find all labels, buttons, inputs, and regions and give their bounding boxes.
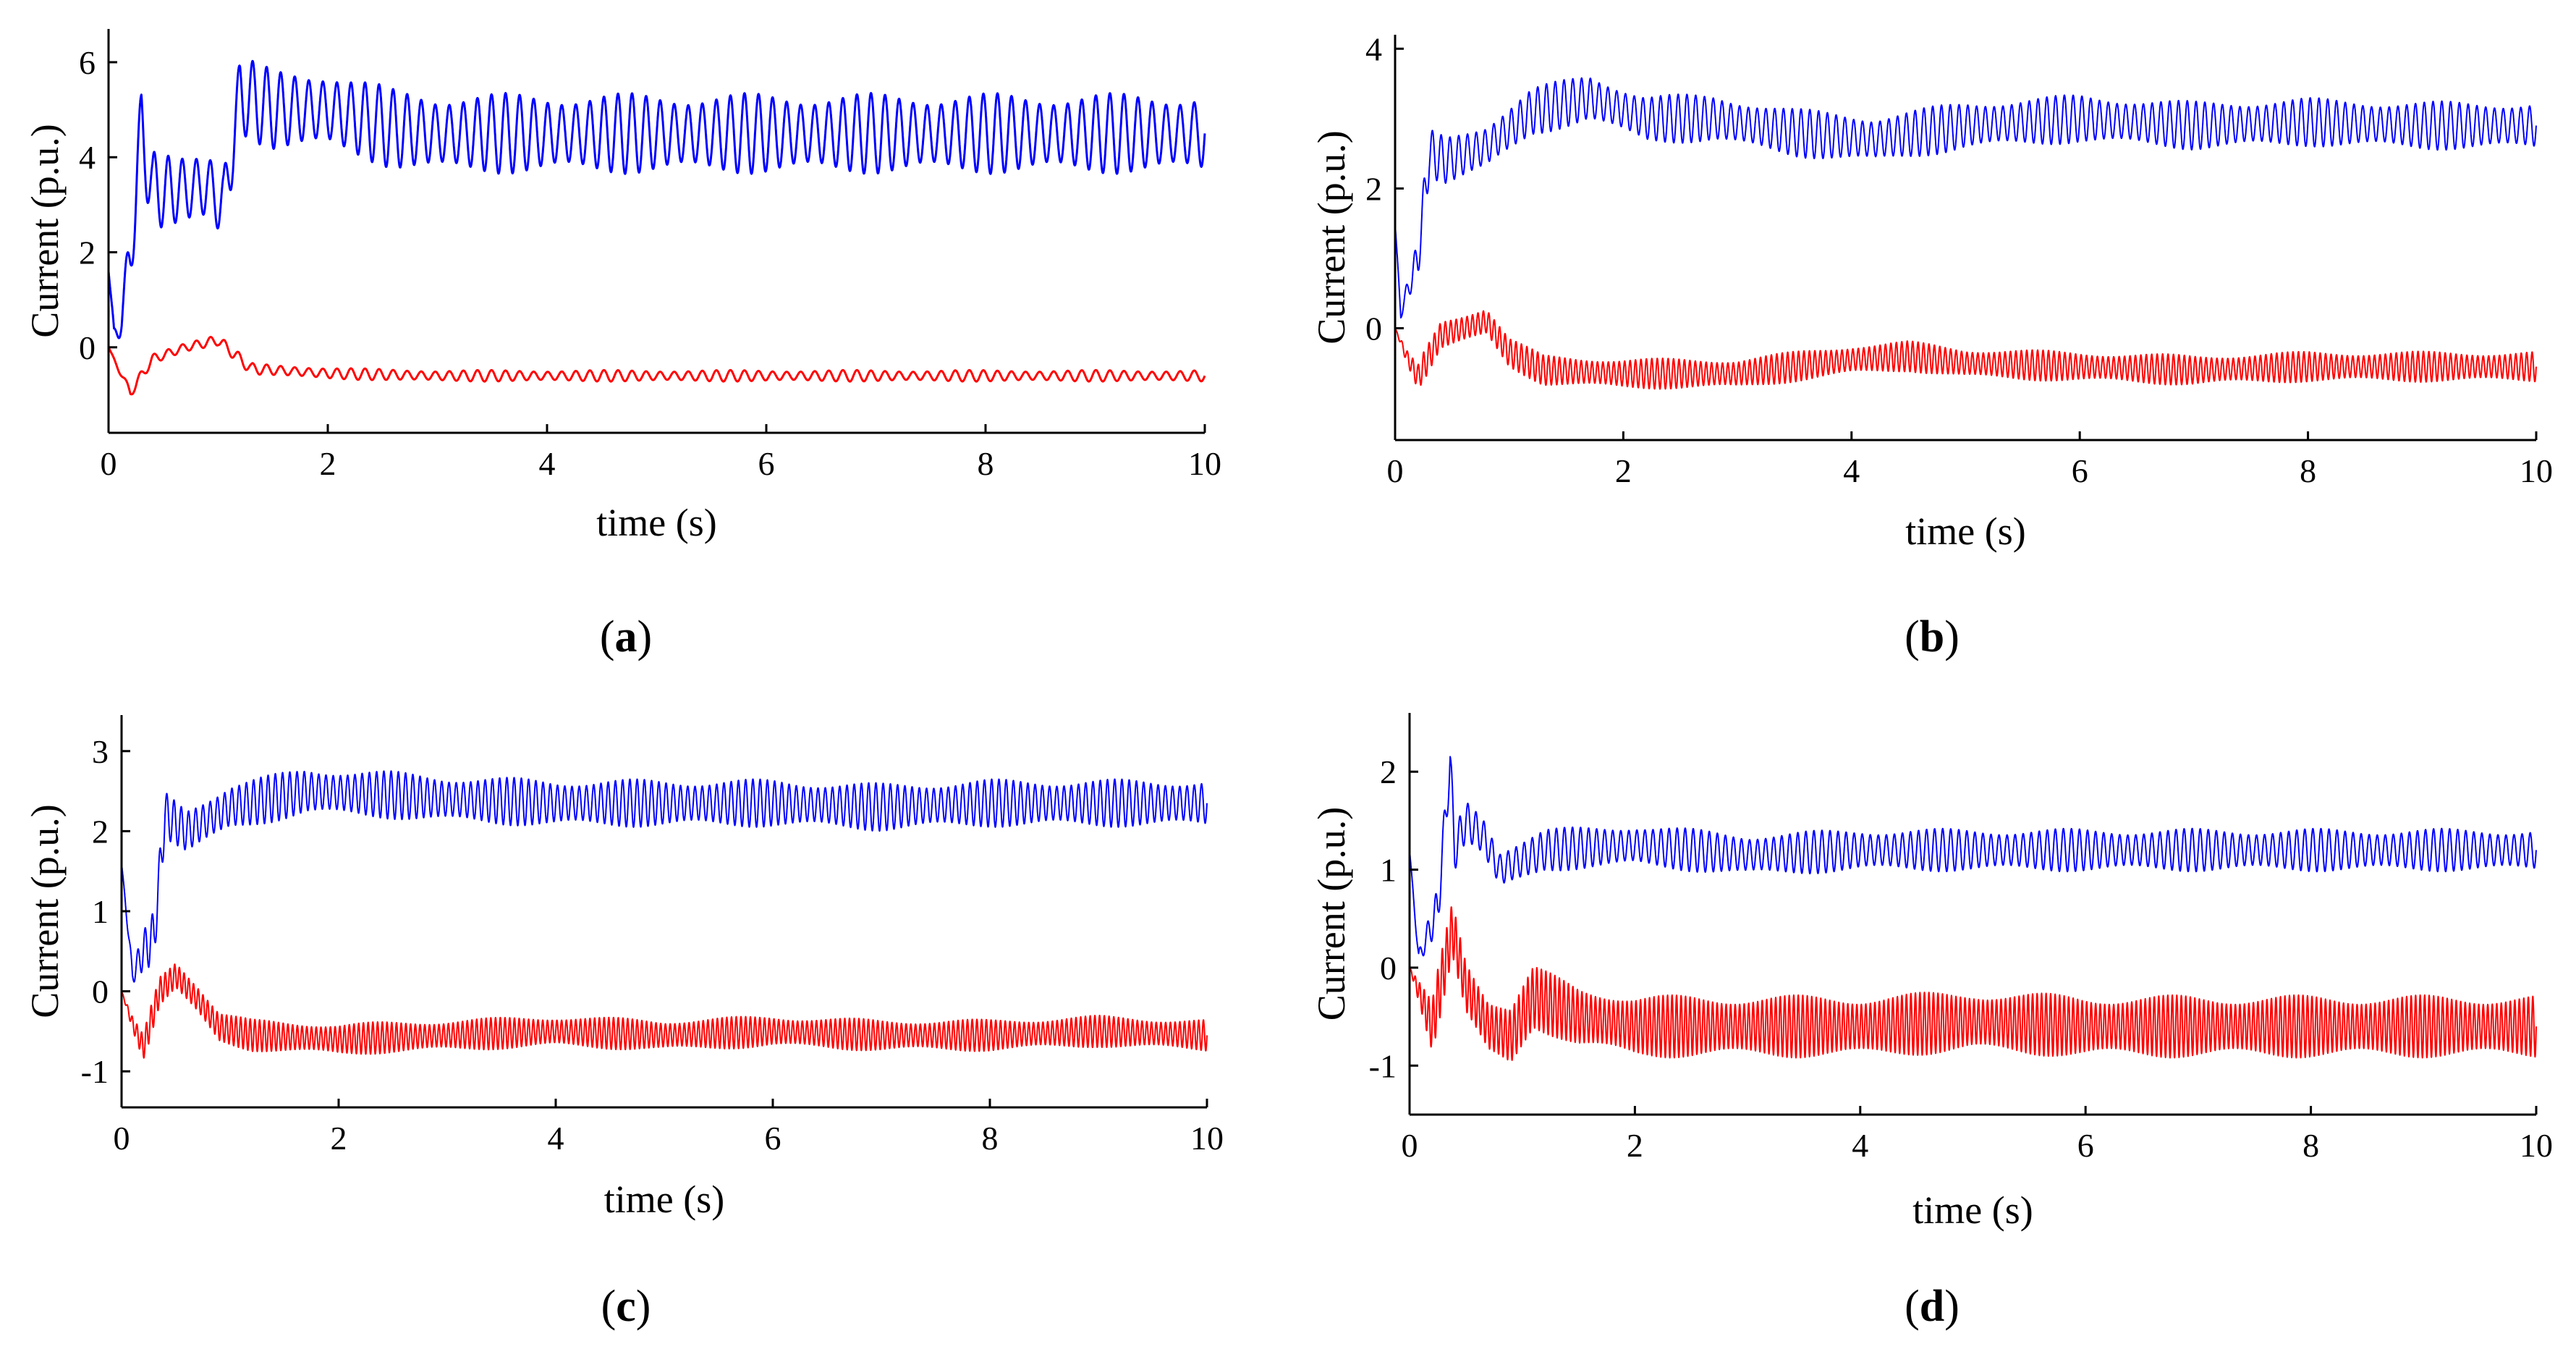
chart-panel-d: 0 2 4 6 8 10 -1 0 1 2 time (s) Current (p.u.) (d) bbox=[1310, 713, 2553, 1331]
y-tick-label: 2 bbox=[1380, 753, 1397, 790]
series-line-b-2 bbox=[1394, 310, 2537, 390]
y-tick-label: 6 bbox=[79, 44, 96, 81]
y-tick-label: 0 bbox=[1380, 950, 1397, 986]
x-tick-label: 10 bbox=[1188, 445, 1221, 482]
x-tick-label: 8 bbox=[2302, 1127, 2319, 1164]
x-tick-label: 6 bbox=[765, 1120, 781, 1157]
panel-caption-d: (d) bbox=[1905, 1282, 1959, 1331]
x-tick-label: 8 bbox=[982, 1120, 999, 1157]
y-tick-label: 3 bbox=[92, 733, 109, 770]
series-line-b-1 bbox=[1394, 77, 2537, 319]
y-tick-label: -1 bbox=[1369, 1047, 1397, 1084]
y-tick-label: 1 bbox=[1380, 852, 1397, 889]
panel-caption-a: (a) bbox=[600, 612, 652, 662]
x-tick-label: 6 bbox=[2072, 452, 2088, 489]
x-tick-label: 0 bbox=[114, 1120, 130, 1157]
panel-caption-b: (b) bbox=[1905, 612, 1959, 662]
y-axis-label: Current (p.u.) bbox=[1310, 807, 1353, 1021]
x-axis-label: time (s) bbox=[596, 501, 716, 544]
series-line-d-1 bbox=[1409, 756, 2537, 957]
y-tick-label: 4 bbox=[1365, 30, 1382, 67]
chart-panel-a: 0 2 4 6 8 10 0 2 4 6 time (s) Current (p.u.) (a) bbox=[23, 29, 1221, 662]
x-tick-label: 2 bbox=[320, 445, 336, 482]
y-tick-label: 0 bbox=[79, 329, 96, 366]
x-tick-label: 4 bbox=[539, 445, 556, 482]
panel-caption-c: (c) bbox=[601, 1282, 651, 1331]
x-tick-label: 6 bbox=[758, 445, 775, 482]
y-tick-label: 2 bbox=[92, 813, 109, 850]
x-axis-label: time (s) bbox=[604, 1178, 724, 1221]
x-tick-label: 4 bbox=[548, 1120, 564, 1157]
x-tick-label: 8 bbox=[2300, 452, 2316, 489]
series-line-c-1 bbox=[121, 770, 1208, 983]
x-tick-label: 4 bbox=[1852, 1127, 1868, 1164]
x-tick-label: 2 bbox=[1615, 452, 1632, 489]
x-tick-label: 10 bbox=[2520, 452, 2553, 489]
x-tick-label: 10 bbox=[1190, 1120, 1224, 1157]
y-tick-label: 2 bbox=[79, 235, 96, 271]
y-axis-label: Current (p.u.) bbox=[23, 804, 67, 1018]
x-tick-label: 10 bbox=[2520, 1127, 2553, 1164]
x-tick-label: 2 bbox=[331, 1120, 347, 1157]
x-tick-label: 8 bbox=[978, 445, 994, 482]
y-tick-label: 0 bbox=[1365, 310, 1382, 347]
y-tick-label: 0 bbox=[92, 973, 109, 1010]
x-tick-label: 6 bbox=[2077, 1127, 2094, 1164]
x-tick-label: 2 bbox=[1627, 1127, 1643, 1164]
series-line-c-2 bbox=[121, 963, 1208, 1059]
x-tick-label: 0 bbox=[1387, 452, 1404, 489]
x-tick-label: 4 bbox=[1843, 452, 1860, 489]
chart-panel-b: 0 2 4 6 8 10 0 2 4 time (s) Current (p.u.) (b) bbox=[1310, 30, 2553, 662]
y-tick-label: 1 bbox=[92, 893, 109, 930]
series-line-a-1 bbox=[107, 59, 1206, 339]
series-line-d-2 bbox=[1409, 906, 2537, 1061]
y-tick-label: -1 bbox=[81, 1053, 109, 1090]
x-tick-label: 0 bbox=[101, 445, 117, 482]
y-axis-label: Current (p.u.) bbox=[23, 124, 67, 337]
x-axis-label: time (s) bbox=[1912, 1188, 2033, 1232]
y-axis-label: Current (p.u.) bbox=[1310, 130, 1353, 344]
y-tick-label: 4 bbox=[79, 139, 96, 176]
y-tick-label: 2 bbox=[1365, 170, 1382, 207]
series-line-a-2 bbox=[107, 336, 1206, 396]
x-tick-label: 0 bbox=[1402, 1127, 1418, 1164]
x-axis-label: time (s) bbox=[1905, 510, 2025, 553]
